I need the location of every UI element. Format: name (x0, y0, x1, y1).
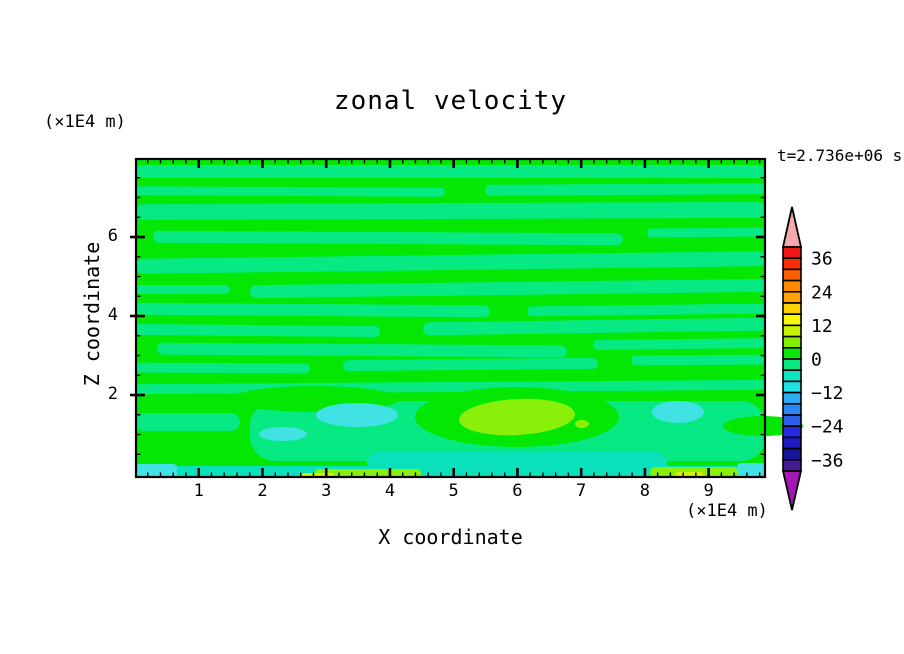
contour-band-cyan (259, 427, 307, 441)
colorbar: 36 24 12 0 −12 −24 −36 (781, 206, 844, 511)
colorbar-label: −24 (811, 417, 844, 438)
x-tick-label: 6 (512, 481, 523, 501)
x-tick-label: 7 (576, 481, 587, 501)
colorbar-box (782, 335, 802, 349)
colorbar-box (782, 313, 802, 327)
contour-band-cyan (737, 463, 766, 478)
x-axis-unit: (×1E4 m) (686, 501, 768, 521)
colorbar-box (782, 458, 802, 472)
timestamp-label: t=2.736e+06 s (777, 146, 903, 165)
colorbar-box (782, 291, 802, 304)
colorbar-box (782, 246, 802, 259)
colorbar-box (782, 369, 802, 383)
contour-band-spring (250, 278, 766, 299)
contour-band-spring (343, 357, 598, 372)
contour-band-spring (135, 251, 766, 274)
colorbar-label: 24 (811, 282, 833, 303)
contour-band-spring (631, 354, 766, 366)
x-tick-label: 1 (193, 481, 204, 501)
contour-band-chartreuse (575, 420, 589, 428)
x-tick-label: 8 (639, 481, 651, 501)
colorbar-box (782, 391, 802, 405)
colorbar-box (782, 324, 802, 338)
colorbar-label: −36 (811, 450, 844, 471)
colorbar-over-arrow (781, 206, 803, 248)
contour-band-spring (135, 323, 380, 338)
y-tick-label: 6 (107, 226, 118, 246)
contour-band-spring (593, 338, 766, 350)
y-tick-label: 2 (107, 384, 118, 405)
colorbar-box (782, 358, 802, 371)
contour-band-spring (485, 183, 766, 196)
y-axis-unit: (×1E4 m) (44, 112, 126, 132)
contour-band-spring (647, 227, 766, 238)
colorbar-label: −12 (811, 383, 844, 404)
colorbar-under-arrow (781, 470, 803, 511)
colorbar-label: 36 (811, 249, 833, 270)
colorbar-box (782, 347, 802, 360)
contour-band-cyan (135, 464, 177, 478)
colorbar-label: 12 (811, 316, 833, 337)
colorbar-box (782, 436, 802, 450)
colorbar-box (782, 279, 802, 293)
contour-band-cyan (652, 401, 704, 423)
y-tick-label: 4 (107, 305, 118, 326)
contour-band-spring (135, 285, 230, 294)
contour-plot-area (130, 157, 803, 479)
x-tick-label: 3 (321, 481, 332, 501)
contour-band-spring (135, 413, 240, 431)
contour-band-spring (135, 186, 445, 197)
colorbar-box (782, 268, 802, 282)
contour-band-spring (157, 342, 567, 358)
x-axis-title: X coordinate (378, 525, 523, 549)
contour-band-spring (527, 303, 766, 317)
x-tick-label: 5 (448, 481, 459, 501)
contour-band-spring (135, 302, 490, 318)
colorbar-box (782, 380, 802, 394)
colorbar-box (782, 447, 802, 461)
contour-band-spring (423, 317, 766, 336)
colorbar-box (782, 414, 802, 427)
x-tick-label: 9 (703, 481, 714, 501)
contour-band-chartreuse (315, 469, 421, 478)
plot-title: zonal velocity (333, 86, 568, 116)
colorbar-box (782, 403, 802, 416)
colorbar-box (782, 302, 802, 315)
plot-frame (134, 157, 767, 479)
colorbar-box (782, 425, 802, 439)
contour-band-spring (135, 362, 310, 374)
colorbar-box (782, 257, 802, 271)
x-tick-label: 2 (257, 481, 268, 501)
contour-band-cyan (316, 403, 398, 427)
contour-band-spring (135, 201, 766, 221)
colorbar-label: 0 (811, 350, 822, 371)
contour-band-spring (153, 230, 623, 246)
contour-band-spring (135, 165, 766, 178)
x-tick-label: 4 (384, 481, 396, 501)
contour-band-chartreuse (459, 398, 575, 436)
